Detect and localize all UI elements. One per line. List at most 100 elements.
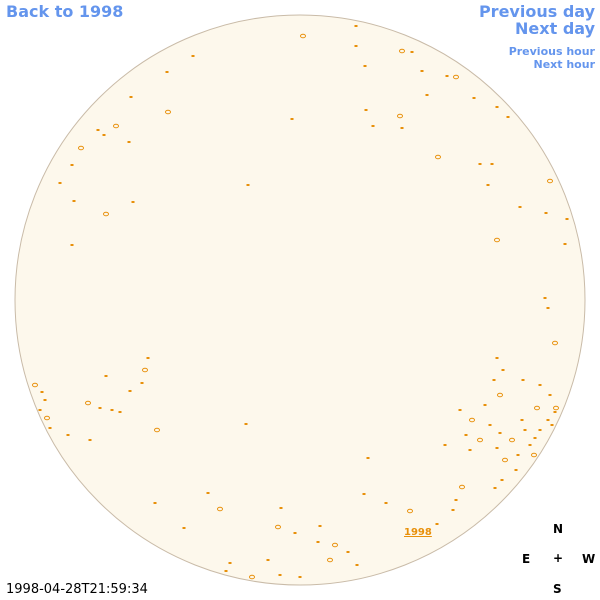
features — [32, 25, 569, 580]
active-region — [531, 452, 537, 458]
active-region — [85, 400, 91, 406]
active-region — [131, 201, 135, 203]
active-region — [514, 469, 518, 471]
active-region — [355, 564, 359, 566]
active-region — [443, 444, 447, 446]
active-region — [346, 551, 350, 553]
active-region — [521, 379, 525, 381]
active-region — [495, 357, 499, 359]
active-region — [363, 65, 367, 67]
active-region — [38, 409, 42, 411]
active-region — [468, 449, 472, 451]
active-region — [488, 424, 492, 426]
active-region — [354, 25, 358, 27]
next-hour-link[interactable]: Next hour — [533, 58, 596, 71]
active-region — [127, 141, 131, 143]
active-region — [40, 391, 44, 393]
active-region — [98, 407, 102, 409]
active-region — [153, 502, 157, 504]
previous-day-link[interactable]: Previous day — [478, 2, 595, 21]
active-region — [550, 424, 554, 426]
active-region — [425, 94, 429, 96]
active-region — [546, 307, 550, 309]
active-region — [362, 493, 366, 495]
active-region — [366, 457, 370, 459]
back-year-link[interactable]: Back to 1998 — [6, 2, 124, 21]
active-region — [543, 297, 547, 299]
active-region — [538, 384, 542, 386]
active-region — [469, 417, 475, 423]
active-region — [191, 55, 195, 57]
active-region — [88, 439, 92, 441]
active-region — [493, 487, 497, 489]
active-region — [182, 527, 186, 529]
active-region — [96, 129, 100, 131]
active-region — [275, 524, 281, 530]
active-region — [410, 51, 414, 53]
active-region — [490, 163, 494, 165]
active-region — [534, 405, 540, 411]
active-region — [278, 574, 282, 576]
active-region — [464, 434, 468, 436]
active-region — [246, 184, 250, 186]
active-region — [103, 211, 109, 217]
active-region — [500, 479, 504, 481]
active-region — [165, 109, 171, 115]
active-region — [129, 96, 133, 98]
active-region — [483, 404, 487, 406]
next-day-link[interactable]: Next day — [515, 19, 595, 38]
active-region — [397, 113, 403, 119]
active-region — [445, 75, 449, 77]
active-region — [547, 178, 553, 184]
compass-east: E — [522, 552, 531, 566]
active-region — [110, 409, 114, 411]
active-region — [244, 423, 248, 425]
active-region — [458, 409, 462, 411]
active-region — [327, 557, 333, 563]
active-region — [495, 106, 499, 108]
active-region — [332, 542, 338, 548]
active-region — [553, 405, 559, 411]
active-region — [454, 499, 458, 501]
active-region — [142, 367, 148, 373]
active-region — [70, 244, 74, 246]
active-region — [224, 570, 228, 572]
active-region — [290, 118, 294, 120]
active-region — [506, 116, 510, 118]
active-region — [104, 375, 108, 377]
active-region — [533, 437, 537, 439]
active-region — [249, 574, 255, 580]
active-region — [494, 237, 500, 243]
active-region — [420, 70, 424, 72]
active-region — [70, 164, 74, 166]
active-region — [565, 218, 569, 220]
active-region — [298, 576, 302, 578]
compass-center: + — [553, 551, 564, 565]
active-region — [44, 415, 50, 421]
active-region — [435, 523, 439, 525]
active-region — [453, 74, 459, 80]
active-region — [102, 134, 106, 136]
active-region — [497, 392, 503, 398]
active-region — [146, 357, 150, 359]
active-region — [318, 525, 322, 527]
active-region — [548, 394, 552, 396]
active-region — [399, 48, 405, 54]
active-region — [538, 429, 542, 431]
active-region — [400, 127, 404, 129]
active-region — [407, 508, 413, 514]
active-region — [552, 340, 558, 346]
active-region — [451, 509, 455, 511]
previous-hour-link[interactable]: Previous hour — [508, 45, 595, 58]
active-region — [546, 419, 550, 421]
active-region — [544, 212, 548, 214]
compass-north: N — [553, 522, 564, 536]
active-region — [498, 432, 502, 434]
year-link[interactable]: 1998 — [404, 527, 432, 538]
active-region — [154, 427, 160, 433]
active-region — [354, 45, 358, 47]
active-region — [66, 434, 70, 436]
